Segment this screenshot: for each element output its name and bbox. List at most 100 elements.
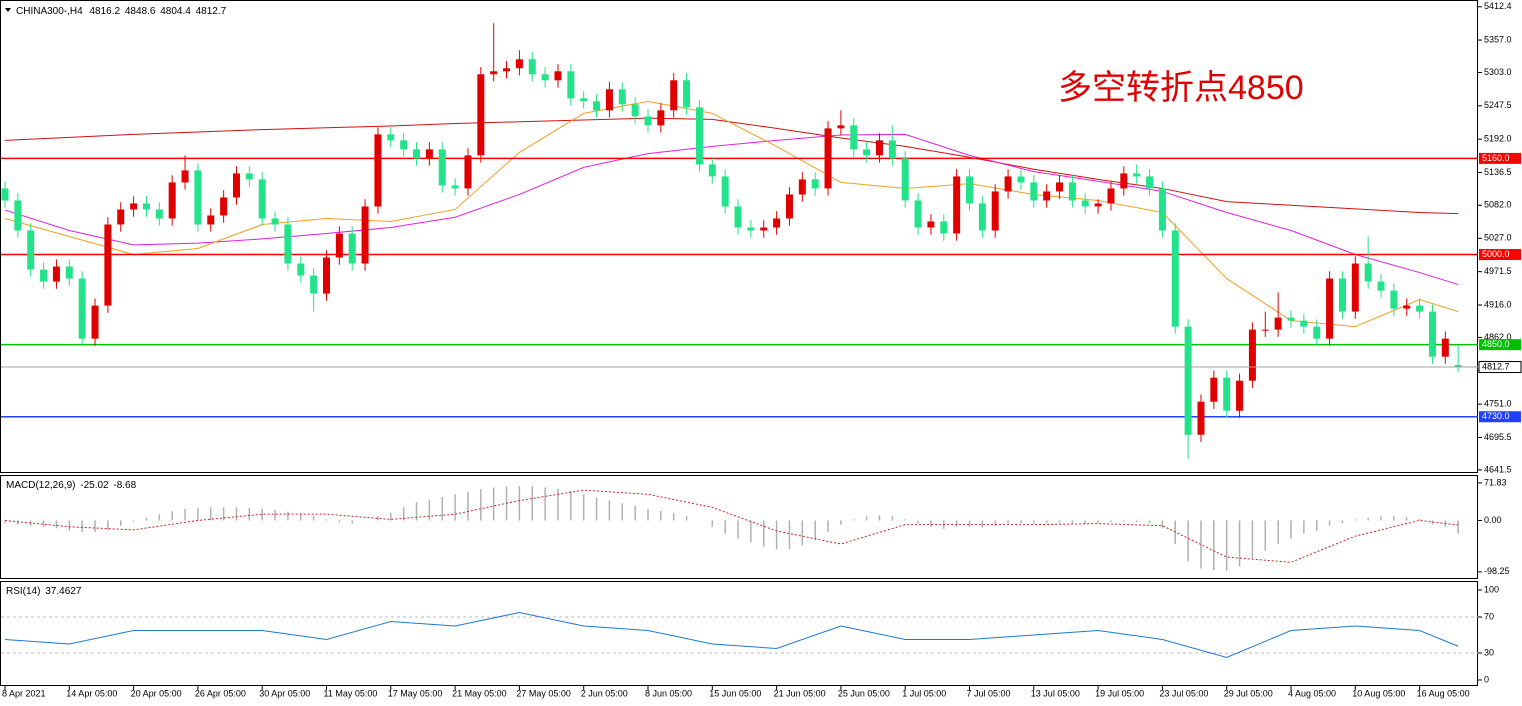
candle-body: [850, 125, 858, 150]
candle-body: [232, 173, 240, 198]
candle-body: [1274, 317, 1282, 330]
candle-body: [117, 209, 125, 225]
y-tick-label: 30: [1484, 647, 1494, 657]
candle-body: [335, 233, 343, 258]
candle-body: [65, 266, 73, 279]
y-tick-label: 4751.0: [1484, 398, 1512, 408]
candle-body: [91, 305, 99, 339]
macd-signal: [4, 489, 1459, 563]
candle-body: [785, 194, 793, 219]
candle-body: [1223, 377, 1231, 411]
candle-body: [966, 176, 973, 204]
moving-average: [4, 117, 1459, 215]
level-label: 4730.0: [1482, 411, 1510, 421]
candle-body: [875, 140, 883, 156]
x-tick-label: 17 May 05:00: [388, 688, 443, 698]
candle-body: [155, 209, 163, 219]
candle-body: [760, 227, 768, 231]
candle-body: [1351, 263, 1359, 312]
y-tick-label: 4971.5: [1484, 266, 1512, 276]
candle-body: [1248, 329, 1256, 381]
candle-body: [490, 71, 498, 75]
candle-body: [27, 230, 35, 270]
level-label: 5000.0: [1482, 249, 1510, 259]
candle-body: [1017, 176, 1025, 183]
level-label-box: [1479, 152, 1521, 164]
candle-body: [451, 185, 459, 189]
y-tick-label: 4641.5: [1484, 464, 1512, 474]
candle-body: [1030, 182, 1038, 201]
x-tick-label: 27 May 05:00: [516, 688, 571, 698]
candle-body: [863, 149, 871, 156]
x-tick-label: 19 Jul 05:00: [1095, 688, 1144, 698]
candle-body: [940, 221, 948, 234]
candle-body: [605, 89, 613, 111]
high-value: 4848.6: [125, 6, 156, 17]
candle-body: [220, 197, 228, 216]
candle-body: [991, 191, 999, 231]
candle-body: [1068, 182, 1076, 201]
candle-body: [567, 71, 575, 99]
candle-body: [1300, 320, 1308, 327]
candle-body: [1171, 230, 1179, 327]
candle-body: [438, 149, 446, 186]
candle-body: [503, 68, 511, 72]
candle-body: [477, 74, 485, 156]
candle-body: [670, 80, 678, 111]
candle-body: [1158, 188, 1166, 231]
candle-body: [515, 59, 523, 69]
candle-body: [824, 128, 832, 189]
candle-body: [1197, 401, 1205, 435]
macd-title: MACD(12,26,9): [6, 480, 75, 491]
y-tick-label: 5192.0: [1484, 134, 1512, 144]
candle-body: [168, 182, 176, 219]
y-tick-label: 5247.5: [1484, 100, 1512, 110]
x-tick-label: 2 Jun 05:00: [581, 688, 628, 698]
macd-frame: [0, 475, 1478, 579]
candle-body: [747, 227, 755, 231]
candle-body: [914, 200, 922, 228]
candle-body: [413, 149, 421, 159]
candle-body: [1210, 377, 1218, 402]
candle-body: [593, 101, 601, 111]
y-tick-label: 71.83: [1484, 477, 1507, 487]
level-label-box: [1479, 411, 1521, 423]
menu-arrow[interactable]: [5, 8, 11, 12]
rsi-frame: [0, 581, 1478, 686]
x-tick-label: 14 Apr 05:00: [66, 688, 117, 698]
candle-body: [142, 203, 150, 210]
candle-body: [400, 140, 408, 150]
y-tick-label: 0.00: [1484, 515, 1502, 525]
candle-body: [734, 206, 742, 228]
level-label-box: [1479, 249, 1521, 261]
rsi-header: RSI(14) 37.4627: [6, 586, 82, 597]
candle-body: [194, 170, 202, 225]
candle-body: [683, 80, 691, 108]
candle-body: [837, 125, 845, 129]
candle-body: [618, 89, 626, 105]
y-tick-label: 4862.0: [1484, 332, 1512, 342]
last-price-label: 4812.7: [1482, 361, 1510, 371]
x-tick-label: 8 Apr 2021: [2, 688, 46, 698]
x-tick-label: 29 Jul 05:00: [1224, 688, 1273, 698]
y-tick-label: 70: [1484, 611, 1494, 621]
candle-body: [1120, 173, 1128, 189]
candle-body: [323, 257, 330, 294]
x-tick-label: 13 Jul 05:00: [1031, 688, 1080, 698]
x-tick-label: 11 May 05:00: [324, 688, 378, 698]
candle-body: [978, 203, 986, 231]
moving-average: [4, 100, 1459, 328]
header: CHINA300-,H4 4816.2 4848.6 4804.4 4812.7: [16, 6, 227, 17]
candle-body: [554, 71, 562, 81]
candle-body: [927, 221, 935, 228]
candle-body: [1056, 182, 1064, 192]
rsi-value: 37.4627: [45, 586, 82, 597]
macd-value: -25.02: [80, 480, 109, 491]
y-tick-label: 5412.4: [1484, 1, 1512, 11]
candle-body: [78, 278, 86, 339]
candle-body: [1094, 203, 1102, 207]
x-tick-label: 25 Jun 05:00: [838, 688, 890, 698]
candle-body: [721, 176, 729, 207]
candle-body: [374, 134, 382, 207]
